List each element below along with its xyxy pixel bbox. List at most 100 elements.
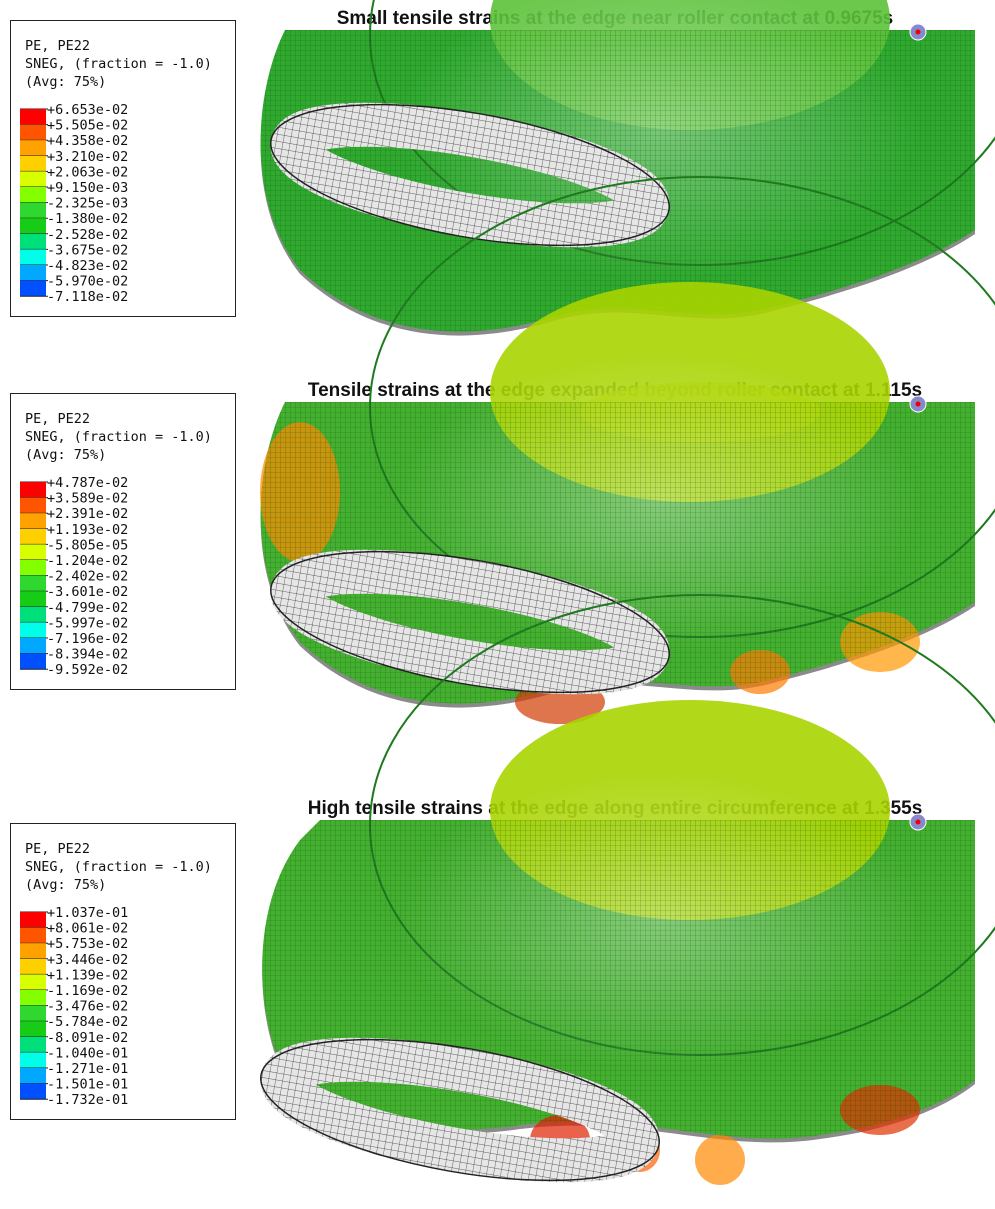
legend-swatch bbox=[20, 927, 46, 944]
legend-swatch bbox=[20, 497, 46, 514]
mesh bbox=[260, 402, 975, 704]
fea-model bbox=[260, 0, 995, 336]
legend: PE, PE22 SNEG, (fraction = -1.0) (Avg: 75%… bbox=[10, 823, 236, 1120]
legend-swatch bbox=[20, 622, 46, 638]
legend-header: PE, PE22 bbox=[25, 411, 90, 427]
legend-label: -1.271e-01 bbox=[47, 1061, 128, 1077]
legend: PE, PE22 SNEG, (fraction = -1.0) (Avg: 75%… bbox=[10, 393, 236, 690]
legend-swatch bbox=[20, 1036, 46, 1053]
strain-patch bbox=[695, 1135, 745, 1185]
legend-box bbox=[10, 20, 236, 317]
legend-label: -8.394e-02 bbox=[47, 647, 128, 663]
legend-header: (Avg: 75%) bbox=[25, 447, 106, 463]
legend-label: -5.805e-05 bbox=[47, 537, 128, 553]
legend-swatch bbox=[20, 958, 46, 975]
panel: Tensile strains at the edge expanded bey… bbox=[10, 176, 995, 724]
legend-box bbox=[10, 393, 236, 690]
legend-header: SNEG, (fraction = -1.0) bbox=[25, 56, 212, 72]
legend-swatch bbox=[20, 280, 46, 297]
legend-swatch bbox=[20, 943, 46, 959]
roller bbox=[270, 549, 670, 695]
legend-swatch bbox=[20, 124, 46, 141]
legend-swatch bbox=[20, 155, 46, 172]
legend-swatch bbox=[20, 171, 46, 187]
legend-box bbox=[10, 823, 236, 1120]
legend-label: -4.799e-02 bbox=[47, 600, 128, 616]
legend-swatch bbox=[20, 638, 46, 654]
legend-swatch bbox=[20, 218, 46, 234]
legend-label: -5.970e-02 bbox=[47, 274, 128, 290]
legend-swatch bbox=[20, 653, 46, 670]
roller bbox=[260, 1037, 660, 1183]
triad-dot bbox=[915, 401, 921, 407]
legend-swatch bbox=[20, 265, 46, 281]
panel: High tensile strains at the edge along e… bbox=[10, 594, 995, 1185]
legend-label: -7.196e-02 bbox=[47, 631, 128, 647]
legend-swatch bbox=[20, 974, 46, 990]
legend-label: +5.505e-02 bbox=[47, 118, 128, 134]
legend-label: -3.601e-02 bbox=[47, 584, 128, 600]
legend-label: -7.118e-02 bbox=[47, 289, 128, 305]
legend-header: SNEG, (fraction = -1.0) bbox=[25, 429, 212, 445]
legend-swatch bbox=[20, 249, 46, 265]
triad-dot bbox=[915, 819, 921, 825]
mesh bbox=[262, 820, 975, 1139]
legend-label: +1.139e-02 bbox=[47, 967, 128, 983]
legend-swatch bbox=[20, 1083, 46, 1100]
legend-swatch bbox=[20, 202, 46, 219]
legend-header: PE, PE22 bbox=[25, 841, 90, 857]
legend-label: -2.528e-02 bbox=[47, 227, 128, 243]
legend-swatch bbox=[20, 482, 46, 498]
legend-header: PE, PE22 bbox=[25, 38, 90, 54]
legend-swatch bbox=[20, 1005, 46, 1022]
legend-label: -2.402e-02 bbox=[47, 569, 128, 585]
roller-outline bbox=[270, 103, 670, 247]
legend-label: +3.210e-02 bbox=[47, 149, 128, 165]
fea-model bbox=[260, 594, 995, 1185]
legend-swatch bbox=[20, 528, 46, 545]
legend-swatch bbox=[20, 140, 46, 156]
legend-label: -3.476e-02 bbox=[47, 999, 128, 1015]
legend-label: +4.358e-02 bbox=[47, 133, 128, 149]
legend-label: +2.063e-02 bbox=[47, 164, 128, 180]
legend-swatch bbox=[20, 233, 46, 250]
legend-label: +9.150e-03 bbox=[47, 180, 128, 196]
legend-label: +4.787e-02 bbox=[47, 475, 128, 491]
legend-swatch bbox=[20, 591, 46, 607]
legend-swatch bbox=[20, 606, 46, 623]
legend-label: -1.169e-02 bbox=[47, 983, 128, 999]
legend-label: -4.823e-02 bbox=[47, 258, 128, 274]
legend-label: -1.501e-01 bbox=[47, 1077, 128, 1093]
legend-label: -1.380e-02 bbox=[47, 211, 128, 227]
legend-swatch bbox=[20, 1068, 46, 1084]
roller-outline bbox=[260, 1038, 660, 1182]
legend-label: -1.732e-01 bbox=[47, 1092, 128, 1108]
legend-label: +1.037e-01 bbox=[47, 905, 128, 921]
legend-label: -2.325e-03 bbox=[47, 196, 128, 212]
legend-label: +2.391e-02 bbox=[47, 506, 128, 522]
legend-header: SNEG, (fraction = -1.0) bbox=[25, 859, 212, 875]
legend-swatch bbox=[20, 544, 46, 560]
legend-swatch bbox=[20, 513, 46, 529]
legend-label: +3.589e-02 bbox=[47, 491, 128, 507]
legend-label: -1.040e-01 bbox=[47, 1045, 128, 1061]
legend-label: +1.193e-02 bbox=[47, 522, 128, 538]
legend-swatch bbox=[20, 1052, 46, 1068]
legend-label: +8.061e-02 bbox=[47, 921, 128, 937]
panel: Small tensile strains at the edge near r… bbox=[10, 0, 995, 336]
fea-model bbox=[260, 176, 995, 724]
legend-swatch bbox=[20, 1021, 46, 1037]
legend-label: -5.784e-02 bbox=[47, 1014, 128, 1030]
legend-swatch bbox=[20, 990, 46, 1006]
legend-swatch bbox=[20, 912, 46, 928]
legend-label: +3.446e-02 bbox=[47, 952, 128, 968]
legend-swatch bbox=[20, 109, 46, 125]
legend-label: -8.091e-02 bbox=[47, 1030, 128, 1046]
roller-outline bbox=[270, 550, 670, 694]
roller bbox=[270, 102, 670, 248]
legend-label: +6.653e-02 bbox=[47, 102, 128, 118]
legend-label: -5.997e-02 bbox=[47, 615, 128, 631]
legend-label: -3.675e-02 bbox=[47, 242, 128, 258]
